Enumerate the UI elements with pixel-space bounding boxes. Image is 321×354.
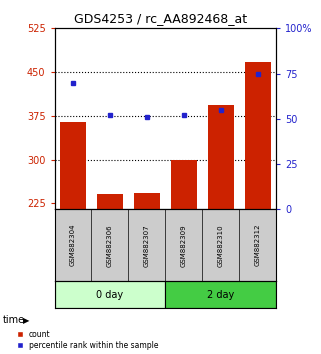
Text: time: time [3,315,25,325]
Text: GSM882307: GSM882307 [144,224,150,267]
Text: ▶: ▶ [23,316,30,325]
Text: GSM882304: GSM882304 [70,224,76,267]
Text: GSM882310: GSM882310 [218,224,224,267]
Text: GDS4253 / rc_AA892468_at: GDS4253 / rc_AA892468_at [74,12,247,25]
Bar [60,122,86,209]
Bar [134,193,160,209]
FancyBboxPatch shape [55,281,165,308]
Text: GSM882306: GSM882306 [107,224,113,267]
Legend: count, percentile rank within the sample: count, percentile rank within the sample [17,330,158,350]
Text: GSM882309: GSM882309 [181,224,187,267]
Text: 2 day: 2 day [207,290,234,299]
Bar [171,160,197,209]
Text: GSM882312: GSM882312 [255,224,261,267]
Bar [208,105,234,209]
Bar [245,62,271,209]
Bar [97,194,123,209]
FancyBboxPatch shape [165,281,276,308]
Text: 0 day: 0 day [96,290,124,299]
